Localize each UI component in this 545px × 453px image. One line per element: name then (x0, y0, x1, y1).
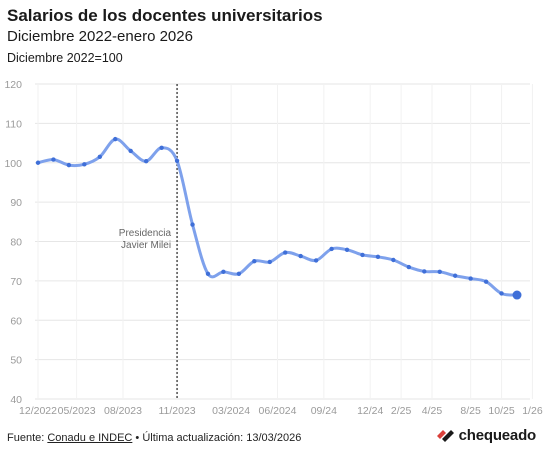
last-data-point (512, 290, 522, 300)
source-prefix: Fuente: (7, 432, 48, 444)
data-point (221, 269, 226, 275)
y-tick-label: 60 (10, 315, 22, 327)
x-tick-label: 1/26 (522, 405, 543, 417)
x-tick-label: 06/2024 (259, 405, 297, 417)
data-point (51, 157, 56, 162)
data-point (174, 158, 180, 163)
data-point (483, 279, 489, 284)
x-tick-label: 8/25 (460, 405, 481, 417)
y-tick-label: 90 (10, 197, 22, 209)
data-point (329, 246, 334, 252)
data-point (128, 148, 133, 154)
y-tick-label: 120 (4, 79, 22, 91)
data-point (468, 276, 473, 281)
data-point (190, 222, 195, 227)
source-link[interactable]: Conadu e INDEC (47, 432, 133, 444)
data-point (283, 250, 288, 255)
x-tick-label: 10/25 (488, 405, 514, 417)
line-chart: 40 50 60 70 80 90 100 110 120 12/2022 05/2023 08/20… (4, 79, 543, 417)
x-tick-label: 12/2022 (19, 405, 57, 417)
x-tick-label: 03/2024 (212, 405, 250, 417)
x-tick-label: 11/2023 (158, 405, 195, 417)
x-tick-label: 12/24 (357, 405, 383, 417)
chart-title: Salarios de los docentes universitarios (7, 6, 323, 25)
brand-logo[interactable]: chequeado (436, 427, 536, 444)
y-tick-label: 110 (5, 118, 22, 130)
y-tick-label: 70 (10, 276, 22, 288)
annotation-label-line1: Presidencia (119, 228, 172, 239)
data-point (437, 269, 442, 275)
x-tick-label: 2/25 (391, 405, 412, 417)
data-point (143, 158, 149, 164)
data-point (159, 145, 164, 150)
data-point (360, 252, 365, 258)
data-point (375, 254, 381, 260)
x-tick-label: 05/2023 (58, 405, 96, 417)
y-tick-label: 80 (10, 237, 22, 249)
y-tick-label: 100 (4, 158, 22, 170)
data-point (298, 253, 303, 259)
base-note: Diciembre 2022=100 (7, 51, 123, 65)
data-point (113, 136, 118, 142)
x-tick-label: 4/25 (422, 405, 443, 417)
data-point (205, 271, 211, 276)
x-tick-label: 09/24 (311, 405, 337, 417)
data-point (344, 247, 350, 252)
data-point (391, 257, 396, 263)
data-point (267, 259, 272, 265)
data-point (499, 291, 504, 296)
x-tick-label: 08/2023 (104, 405, 142, 417)
data-point (82, 162, 87, 167)
data-point (452, 273, 458, 278)
data-point (406, 264, 412, 270)
y-tick-label: 40 (10, 394, 22, 406)
chart-subtitle: Diciembre 2022-enero 2026 (7, 28, 193, 45)
annotation-label-line2: Javier Milei (121, 240, 171, 251)
data-point (35, 160, 41, 165)
brand-name: chequeado (458, 427, 537, 444)
last-updated: • Última actualización: 13/03/2026 (132, 432, 302, 444)
source-footer: Fuente: Conadu e INDEC • Última actualiz… (7, 432, 301, 444)
data-point (66, 162, 72, 168)
y-tick-label: 50 (10, 355, 22, 367)
data-point (313, 258, 319, 263)
data-point (236, 271, 242, 276)
data-point (252, 258, 257, 264)
data-point (97, 154, 103, 160)
data-point (422, 269, 427, 274)
chequeado-logo-icon (436, 429, 454, 442)
